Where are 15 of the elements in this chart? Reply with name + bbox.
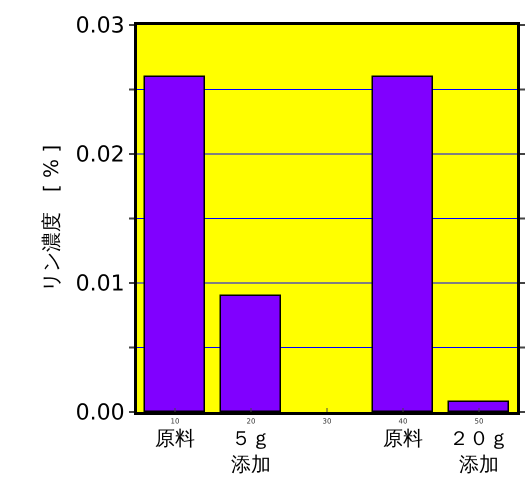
bar <box>372 76 433 412</box>
y-tick-label: 0.02 <box>76 142 125 168</box>
annotation: 原料 <box>155 426 195 450</box>
y-tick-label: 0.01 <box>76 272 125 297</box>
annotation: ２０ｇ <box>449 426 509 450</box>
y-tick-label: 0.00 <box>76 400 125 426</box>
annotation: 添加 <box>231 452 271 476</box>
bar <box>448 400 509 412</box>
annotation: 原料 <box>383 426 423 450</box>
y-tick-label: 0.03 <box>76 14 125 39</box>
bar <box>144 76 205 412</box>
bar <box>220 294 281 412</box>
y-axis-title: リン濃度 [ % ] <box>39 144 64 292</box>
annotation: ５ｇ <box>231 426 271 450</box>
annotation: 添加 <box>459 452 499 476</box>
